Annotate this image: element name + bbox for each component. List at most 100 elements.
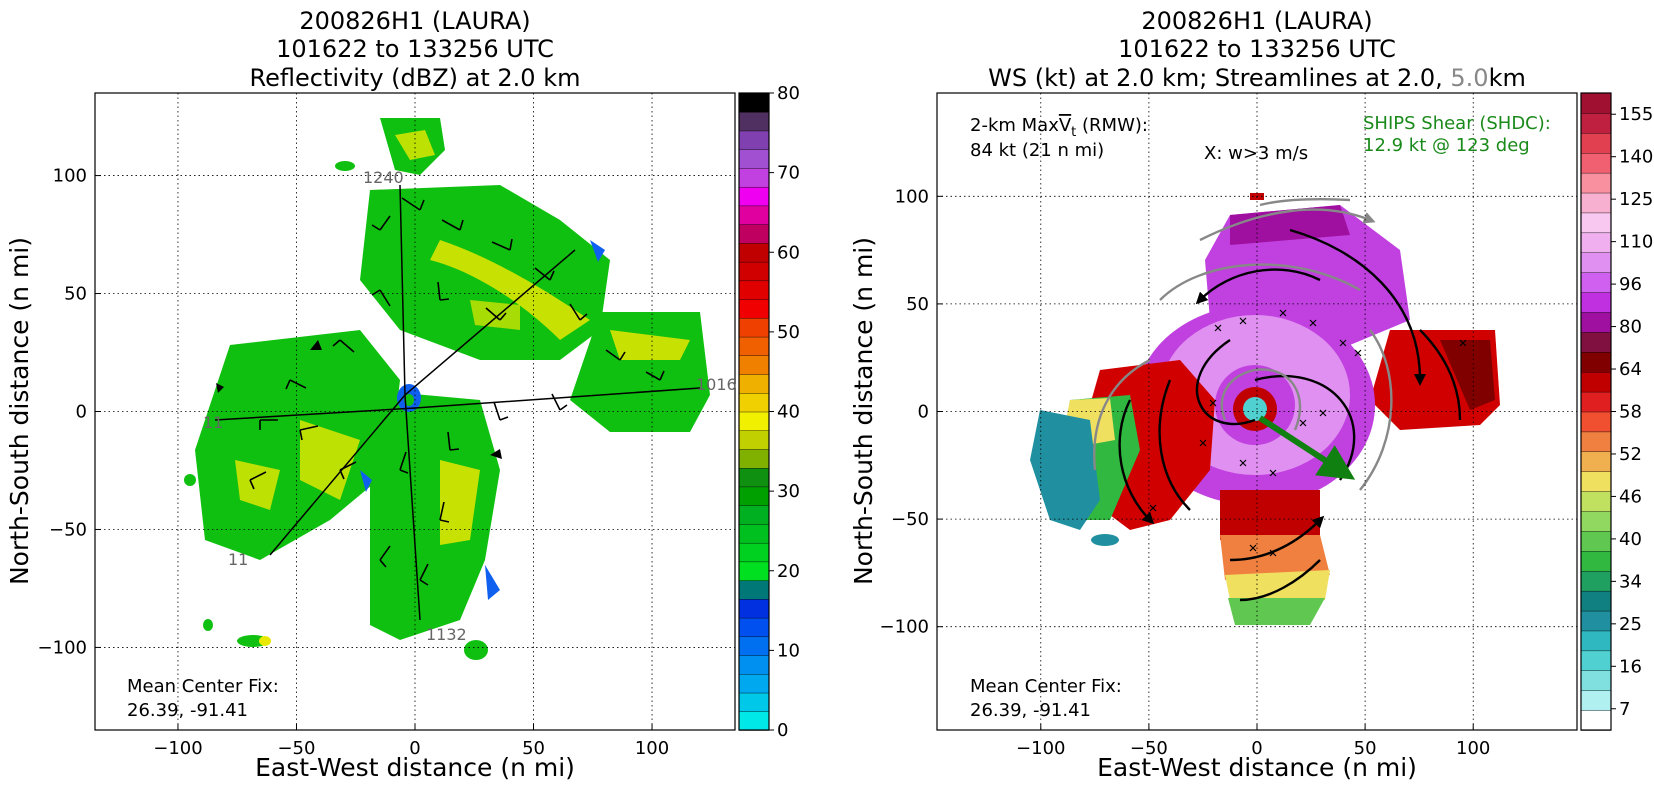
left-ticks: −100 −50 0 50 100 −100 −50 0 50 100 — [38, 166, 670, 759]
x-tick-label: −100 — [1016, 738, 1065, 759]
colorbar-swatch — [1580, 351, 1612, 373]
left-title-line2: 101622 to 133256 UTC — [276, 35, 554, 63]
colorbar-swatch — [738, 242, 770, 263]
y-tick-label: 100 — [895, 186, 929, 207]
y-tick-label: −100 — [880, 617, 929, 638]
colorbar-tick-label: 20 — [777, 561, 800, 582]
colorbar-tick-label: 30 — [777, 481, 800, 502]
colorbar-swatch — [738, 617, 770, 638]
left-panel: 200826H1 (LAURA) 101622 to 133256 UTC Re… — [5, 7, 800, 782]
colorbar-swatch — [738, 411, 770, 431]
colorbar-swatch — [738, 692, 770, 712]
left-colorbar: 0 10 20 30 40 50 60 70 80 — [738, 83, 800, 741]
colorbar-swatch — [738, 111, 770, 132]
colorbar-swatch — [1580, 471, 1612, 492]
right-grid — [937, 93, 1577, 730]
x-tick-label: 50 — [522, 738, 545, 759]
rmw-label-text: 2-km Max — [970, 115, 1059, 136]
right-center-fix-value: 26.39, -91.41 — [970, 700, 1091, 721]
colorbar-swatch — [738, 186, 770, 207]
reflectivity-field — [184, 118, 710, 660]
colorbar-tick-label: 0 — [777, 720, 788, 741]
colorbar-tick-label: 140 — [1619, 147, 1653, 168]
rmw-label-tail: (RMW): — [1076, 115, 1148, 136]
right-title-line3: WS (kt) at 2.0 km; Streamlines at 2.0, 5… — [988, 64, 1526, 92]
colorbar-swatch — [738, 523, 770, 544]
colorbar-swatch — [1580, 252, 1612, 273]
wind-speed-field — [1030, 193, 1500, 625]
colorbar-swatch — [1580, 271, 1612, 293]
colorbar-swatch — [1580, 152, 1612, 174]
colorbar-swatch — [1580, 331, 1612, 353]
colorbar-swatch — [738, 261, 770, 282]
y-tick-label: 0 — [918, 402, 929, 423]
rmw-label: 2-km MaxVt (RMW): — [970, 115, 1148, 140]
colorbar-swatch — [1580, 232, 1612, 253]
colorbar-swatch — [738, 430, 770, 450]
flight-time-label: 11 — [228, 550, 248, 569]
colorbar-swatch — [738, 167, 770, 188]
colorbar-swatch — [738, 673, 770, 694]
colorbar-swatch — [1580, 132, 1612, 154]
right-title-line3-text: WS (kt) at 2.0 km; Streamlines at 2.0, — [988, 64, 1443, 92]
right-title-line3-gray: 5.0 — [1450, 64, 1488, 92]
colorbar-swatch — [1580, 92, 1612, 114]
colorbar-tick-label: 50 — [777, 322, 800, 343]
colorbar-swatch — [738, 336, 770, 356]
colorbar-tick-label: 64 — [1619, 359, 1642, 380]
colorbar-swatch — [1580, 490, 1612, 512]
colorbar-swatch — [738, 654, 770, 675]
right-ticks: −100 −50 0 50 100 −100 −50 0 50 100 — [880, 186, 1491, 759]
colorbar-swatch — [1580, 570, 1612, 592]
colorbar-swatch — [738, 130, 770, 150]
y-tick-label: −50 — [49, 519, 87, 540]
colorbar-tick-label: 52 — [1619, 444, 1642, 465]
colorbar-tick-label: 40 — [1619, 529, 1642, 550]
colorbar-swatch — [738, 711, 770, 731]
shear-arrow — [1258, 415, 1356, 480]
flight-time-label: 11 — [203, 413, 223, 432]
colorbar-swatch — [1580, 291, 1612, 313]
x-tick-label: −100 — [153, 738, 202, 759]
colorbar-swatch — [1580, 510, 1612, 532]
colorbar-tick-label: 10 — [777, 640, 800, 661]
x-tick-label: 100 — [635, 738, 669, 759]
y-tick-label: −50 — [891, 509, 929, 530]
left-grid — [95, 93, 735, 730]
colorbar-swatch — [738, 392, 770, 413]
colorbar-swatch — [1580, 550, 1612, 572]
colorbar-swatch — [738, 561, 770, 581]
flight-time-label: 1240 — [363, 168, 404, 187]
colorbar-tick-label: 34 — [1619, 571, 1642, 592]
colorbar-swatch — [1580, 192, 1612, 214]
x-tick-label: 100 — [1456, 738, 1490, 759]
right-title-line1: 200826H1 (LAURA) — [1141, 7, 1372, 35]
y-tick-label: 0 — [76, 402, 87, 423]
colorbar-tick-label: 110 — [1619, 232, 1653, 253]
colorbar-swatch — [1580, 650, 1612, 671]
colorbar-swatch — [1580, 431, 1612, 453]
colorbar-swatch — [738, 205, 770, 225]
colorbar-swatch — [1580, 590, 1612, 612]
colorbar-swatch — [1580, 451, 1612, 472]
colorbar-tick-label: 155 — [1619, 104, 1653, 125]
colorbar-swatch — [1580, 709, 1612, 731]
left-x-axis-label: East-West distance (n mi) — [255, 753, 575, 782]
colorbar-swatch — [738, 223, 770, 244]
colorbar-swatch — [738, 579, 770, 600]
colorbar-tick-label: 70 — [777, 163, 800, 184]
colorbar-swatch — [738, 598, 770, 619]
right-title-line2: 101622 to 133256 UTC — [1118, 35, 1396, 63]
right-colorbar: 7 16 25 34 40 46 52 58 64 80 96 110 125 140 155 — [1580, 92, 1653, 731]
colorbar-swatch — [738, 280, 770, 300]
colorbar-swatch — [1580, 689, 1612, 711]
left-center-fix-label: Mean Center Fix: — [127, 676, 279, 697]
colorbar-tick-label: 58 — [1619, 402, 1642, 423]
colorbar-tick-label: 125 — [1619, 189, 1653, 210]
right-panel: 200826H1 (LAURA) 101622 to 133256 UTC WS… — [849, 7, 1653, 782]
right-center-fix-label: Mean Center Fix: — [970, 676, 1122, 697]
colorbar-swatch — [1580, 630, 1612, 652]
rmw-label-symbol: V — [1059, 115, 1072, 136]
colorbar-swatch — [738, 355, 770, 375]
x-tick-label: −50 — [1130, 738, 1168, 759]
